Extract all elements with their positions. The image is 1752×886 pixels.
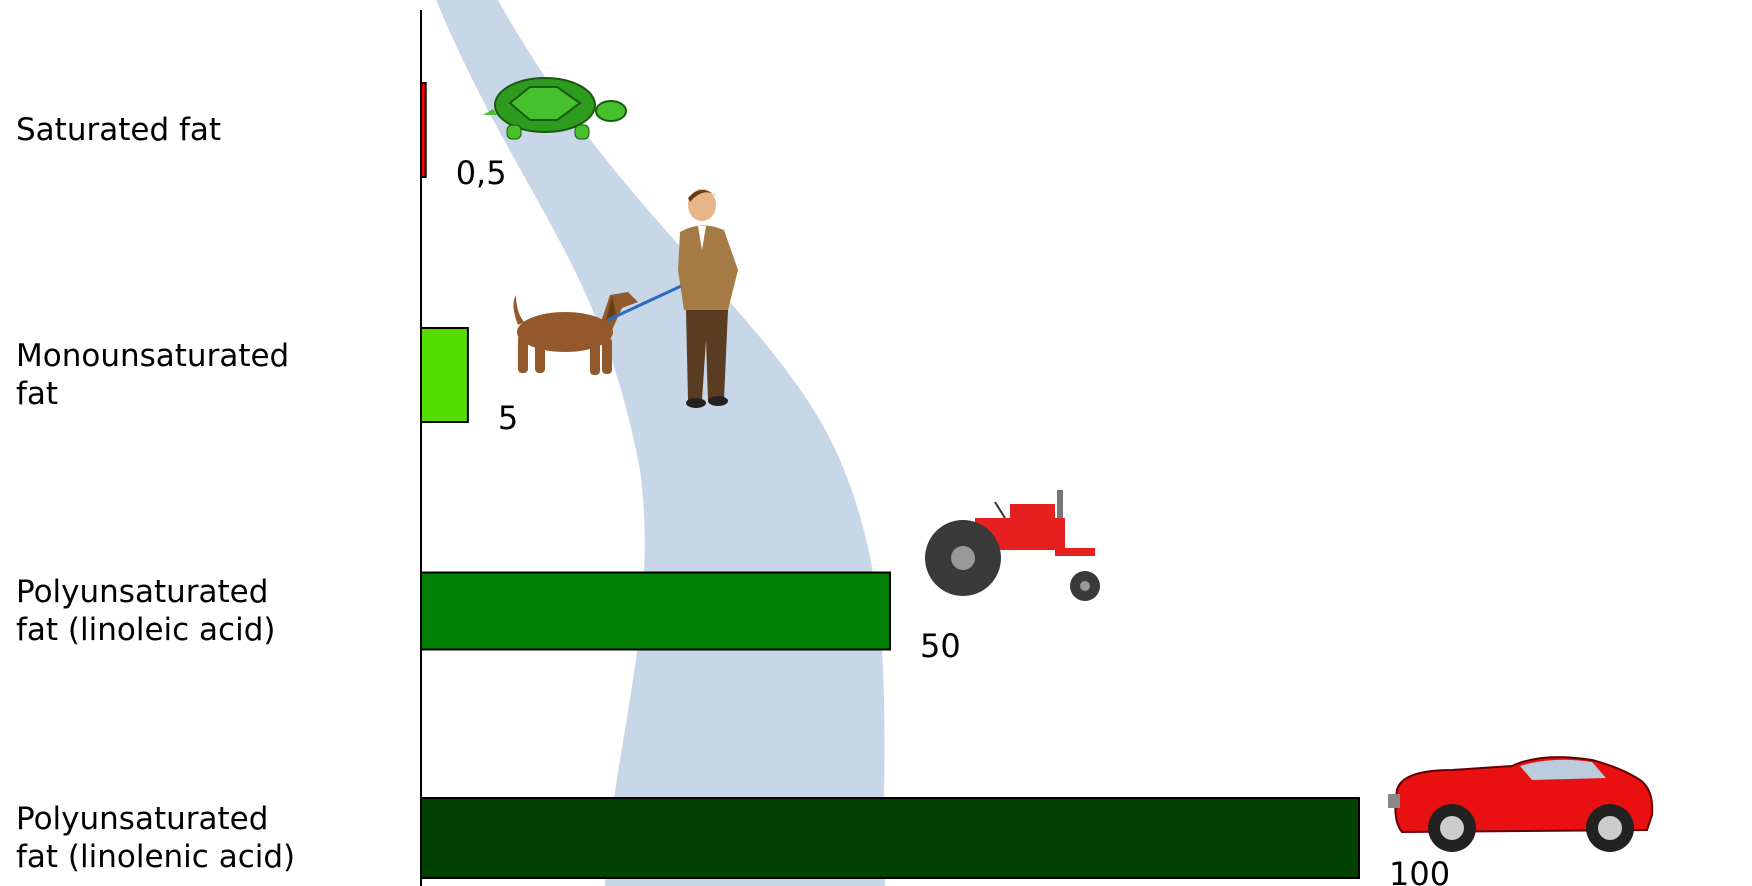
man-icon xyxy=(678,189,738,408)
category-label: Polyunsaturated fat (linolenic acid) xyxy=(16,801,296,875)
bar xyxy=(420,327,469,423)
turtle-icon xyxy=(483,77,627,140)
value-label: 0,5 xyxy=(455,154,507,192)
tractor-icon xyxy=(925,490,1100,601)
category-label: Monounsaturated fat xyxy=(16,338,290,412)
bar xyxy=(420,82,427,178)
category-label: Saturated fat xyxy=(16,112,222,148)
value-label: 50 xyxy=(920,626,961,665)
value-label: 100 xyxy=(1389,855,1451,886)
value-label: 5 xyxy=(497,399,519,437)
road xyxy=(436,0,885,886)
bar xyxy=(420,571,891,651)
bar xyxy=(420,797,1360,879)
car-icon xyxy=(1388,756,1654,852)
category-label: Polyunsaturated fat (linoleic acid) xyxy=(16,574,276,648)
bars xyxy=(420,82,1360,879)
